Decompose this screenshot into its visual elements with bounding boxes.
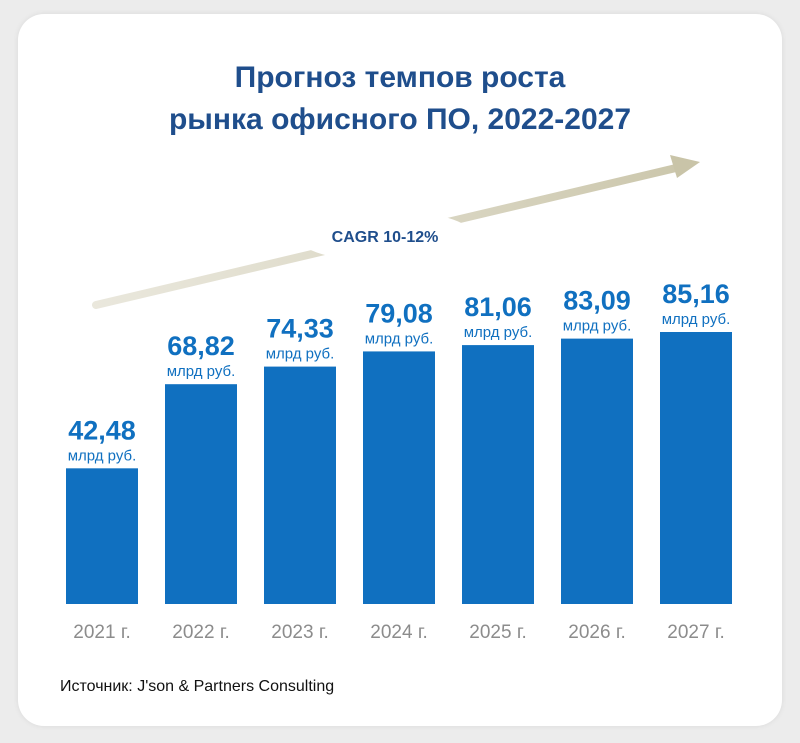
unit-label-3: млрд руб. <box>365 330 434 347</box>
value-label-6: 85,16 <box>662 279 730 309</box>
x-tick-label-1: 2022 г. <box>172 622 229 643</box>
unit-label-5: млрд руб. <box>563 318 632 335</box>
x-tick-label-4: 2025 г. <box>469 622 526 643</box>
value-label-1: 68,82 <box>167 331 235 361</box>
value-label-4: 81,06 <box>464 292 532 322</box>
cagr-annotation: CAGR 10-12% <box>297 210 473 262</box>
bar-0 <box>66 468 138 604</box>
value-label-2: 74,33 <box>266 314 334 344</box>
cagr-label: CAGR 10-12% <box>332 229 439 246</box>
x-tick-label-0: 2021 г. <box>73 622 130 643</box>
x-tick-label-6: 2027 г. <box>667 622 724 643</box>
unit-label-6: млрд руб. <box>662 311 731 328</box>
chart-title-line1: Прогноз темпов роста <box>234 61 566 94</box>
x-tick-label-3: 2024 г. <box>370 622 427 643</box>
source-note: Источник: J'son & Partners Consulting <box>60 678 335 695</box>
bar-6 <box>660 332 732 604</box>
value-label-5: 83,09 <box>563 286 631 316</box>
unit-label-0: млрд руб. <box>68 447 137 464</box>
unit-label-4: млрд руб. <box>464 324 533 341</box>
unit-label-2: млрд руб. <box>266 346 335 363</box>
value-label-3: 79,08 <box>365 298 433 328</box>
x-tick-label-2: 2023 г. <box>271 622 328 643</box>
bar-2 <box>264 366 336 604</box>
bar-1 <box>165 384 237 604</box>
bar-3 <box>363 351 435 604</box>
unit-label-1: млрд руб. <box>167 363 236 380</box>
x-tick-label-5: 2026 г. <box>568 622 625 643</box>
chart-title-line2: рынка офисного ПО, 2022-2027 <box>168 103 632 136</box>
bar-5 <box>561 338 633 604</box>
bar-4 <box>462 345 534 604</box>
value-label-0: 42,48 <box>68 415 136 445</box>
